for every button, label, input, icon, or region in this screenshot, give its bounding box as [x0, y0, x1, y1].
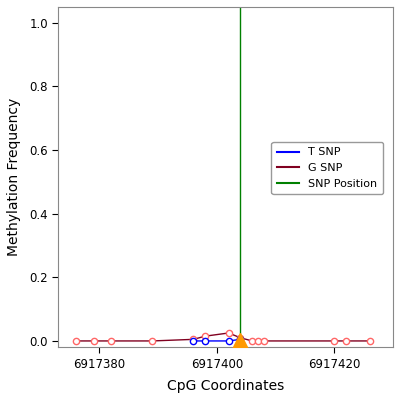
Y-axis label: Methylation Frequency: Methylation Frequency — [7, 98, 21, 256]
Legend: T SNP, G SNP, SNP Position: T SNP, G SNP, SNP Position — [272, 142, 383, 194]
X-axis label: CpG Coordinates: CpG Coordinates — [167, 379, 284, 393]
